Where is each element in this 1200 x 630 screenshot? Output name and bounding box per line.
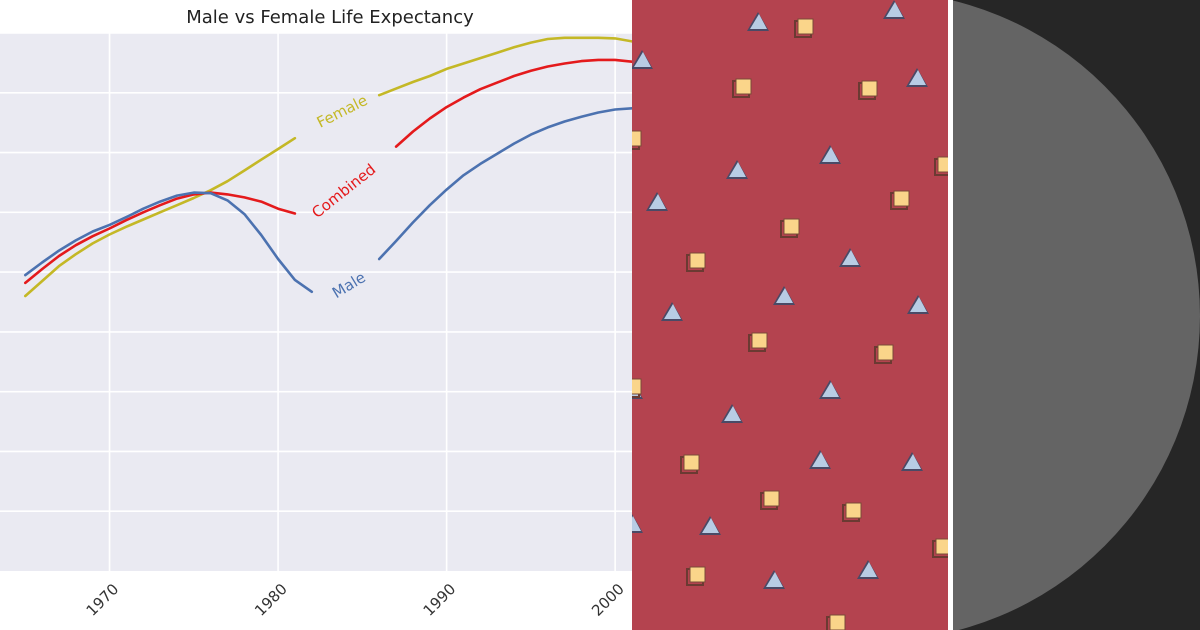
square-shape (783, 218, 800, 235)
triangle-shape (724, 406, 741, 421)
square-shape (751, 332, 768, 349)
triangle-shape (904, 454, 921, 469)
square-shape (937, 156, 948, 173)
square-shape (632, 378, 642, 395)
triangle-shape (776, 288, 793, 303)
line-chart-panel: Male vs Female Life Expectancy Female Com… (0, 7, 632, 620)
square-shape (763, 490, 780, 507)
triangle-shape (842, 250, 859, 265)
triangle-shape (822, 147, 839, 162)
large-circle (953, 0, 1200, 630)
triangle-shape (750, 14, 767, 29)
square-shape (683, 454, 700, 471)
panel-divider (948, 0, 953, 630)
x-tick-label: 2000 (588, 580, 628, 620)
square-shape (689, 566, 706, 583)
triangle-shape (910, 297, 927, 312)
x-tick-label: 1980 (251, 580, 291, 620)
square-shape (877, 344, 894, 361)
triangle-shape (702, 518, 719, 533)
series-line-combined (394, 58, 632, 148)
triangle-shape (766, 572, 783, 587)
square-shape (797, 18, 814, 35)
life-expectancy-chart: Male vs Female Life Expectancy FemaleCom… (0, 7, 632, 620)
square-shape (935, 538, 948, 555)
circle-graphic (953, 0, 1200, 630)
triangle-shape (886, 2, 903, 17)
series-line-female (23, 136, 297, 298)
shape-pattern (632, 0, 948, 630)
square-shape (689, 252, 706, 269)
triangle-shape (664, 304, 681, 319)
square-shape (861, 80, 878, 97)
triangle-shape (632, 516, 641, 531)
square-shape (829, 614, 846, 630)
triangle-shape (812, 452, 829, 467)
triangle-shape (909, 70, 926, 85)
series-line-male (23, 191, 314, 294)
triangle-shape (649, 194, 666, 209)
x-tick-label: 1970 (83, 580, 123, 620)
pattern-panel (632, 0, 948, 630)
dark-panel (953, 0, 1200, 630)
series-line-female (377, 36, 632, 97)
x-tick-labels: 1970 1980 1990 2000 (83, 580, 628, 620)
triangle-shape (729, 162, 746, 177)
plot-area (0, 33, 632, 571)
triangle-shape (822, 382, 839, 397)
square-shape (735, 78, 752, 95)
series-lines (23, 36, 632, 298)
square-shape (845, 502, 862, 519)
triangle-shape (860, 562, 877, 577)
series-line-combined (23, 191, 297, 285)
chart-title: Male vs Female Life Expectancy (186, 7, 474, 28)
series-line-male (377, 107, 632, 261)
square-shape (893, 190, 910, 207)
triangle-shape (634, 52, 651, 67)
x-tick-label: 1990 (420, 580, 460, 620)
square-shape (632, 130, 642, 147)
grid-lines (0, 32, 632, 571)
